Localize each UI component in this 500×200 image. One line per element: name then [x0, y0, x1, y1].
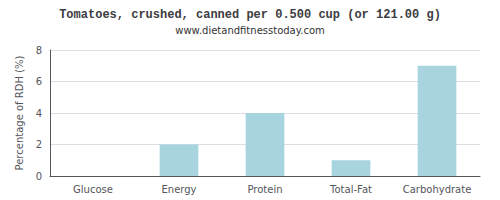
svg-text:Protein: Protein: [247, 184, 282, 195]
svg-text:2: 2: [36, 139, 42, 150]
svg-text:www.dietandfitnesstoday.com: www.dietandfitnesstoday.com: [175, 25, 324, 36]
svg-text:Glucose: Glucose: [73, 184, 113, 195]
svg-text:Percentage of RDH (%): Percentage of RDH (%): [14, 55, 25, 170]
svg-text:Total-Fat: Total-Fat: [329, 184, 372, 195]
svg-text:6: 6: [36, 76, 42, 87]
svg-text:4: 4: [36, 108, 42, 119]
svg-text:0: 0: [36, 171, 42, 182]
svg-text:Energy: Energy: [161, 184, 196, 195]
svg-text:8: 8: [36, 45, 42, 56]
svg-text:Carbohydrate: Carbohydrate: [403, 184, 472, 195]
svg-text:Tomatoes, crushed, canned per: Tomatoes, crushed, canned per 0.500 cup …: [59, 8, 441, 22]
